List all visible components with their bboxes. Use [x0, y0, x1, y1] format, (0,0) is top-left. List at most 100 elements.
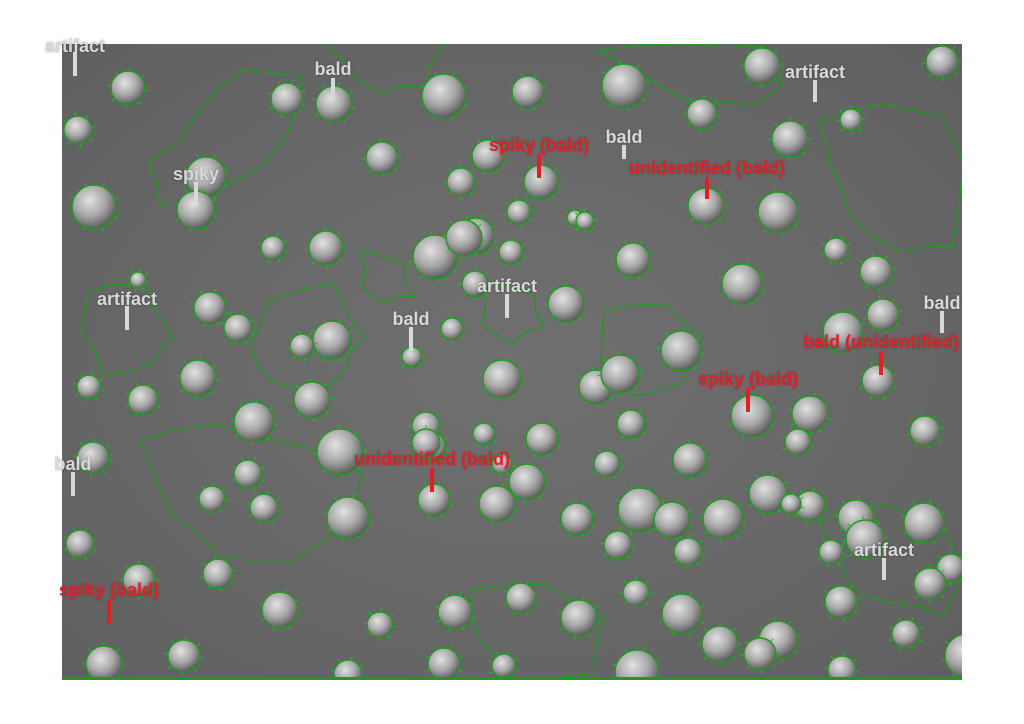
cell-outline-spike — [326, 528, 331, 532]
cell-outline-spike — [503, 159, 508, 162]
cell-outline-spike — [760, 289, 766, 292]
cell-body — [202, 558, 234, 590]
cell — [941, 630, 962, 679]
cell — [523, 420, 561, 458]
cell-body — [866, 298, 900, 332]
cell-outline-spike — [676, 498, 679, 503]
cell-outline-spike — [368, 522, 373, 525]
cell-outline-spike — [273, 627, 276, 632]
cell-outline-spike — [80, 373, 84, 378]
cell-outline-spike — [266, 490, 269, 495]
cell-body — [523, 164, 559, 200]
artifact-regions — [80, 44, 962, 680]
cell-body — [730, 394, 774, 438]
cell-outline-spike — [899, 617, 902, 622]
cell-outline-spike — [260, 467, 265, 470]
cell-outline-spike — [438, 458, 442, 463]
cell-body — [76, 374, 102, 400]
cell-outline-spike — [206, 586, 210, 590]
cell-outline-spike — [435, 412, 440, 417]
cell-outline-spike — [425, 669, 430, 672]
cell-outline-spike — [710, 125, 715, 130]
cell-outline-spike — [427, 515, 430, 520]
cell-outline-spike — [576, 227, 580, 232]
cell-outline-spike — [794, 222, 799, 226]
cell-outline-spike — [575, 225, 578, 230]
cell-outline-spike — [369, 611, 373, 616]
cell-outline-spike — [675, 472, 680, 477]
cell-outline-spike — [419, 274, 423, 279]
cell-outline-spike — [642, 431, 647, 435]
cell-outline-spike — [427, 460, 430, 465]
cell-outline-spike — [786, 513, 789, 518]
cell-outline-spike — [105, 445, 109, 449]
cell-outline-spike — [613, 251, 618, 254]
cell-outline-spike — [913, 443, 917, 447]
label-marker — [705, 177, 709, 199]
cell-outline-spike — [211, 363, 216, 368]
cell-outline-spike — [214, 555, 216, 560]
cell-outline-spike — [231, 478, 236, 481]
cell-outline-spike — [839, 109, 844, 114]
cell-outline-spike — [732, 628, 736, 632]
cell-outline-spike — [85, 114, 89, 119]
cell-outline-spike — [547, 453, 550, 458]
cell-body — [76, 441, 110, 475]
cell-body — [233, 459, 263, 489]
cell-outline-spike — [534, 420, 537, 425]
cell — [479, 356, 525, 402]
cell-outline-spike — [777, 509, 781, 514]
label-marker — [107, 599, 111, 623]
cell-outline-spike — [960, 556, 962, 559]
cell-outline-spike — [748, 503, 753, 507]
cell — [836, 105, 866, 135]
cell-outline-spike — [898, 646, 901, 651]
cell-body — [845, 519, 885, 559]
cell-outline-spike — [212, 195, 216, 200]
cell-outline-spike — [885, 330, 888, 335]
cell-outline-spike — [188, 228, 191, 233]
cell-outline-spike — [288, 336, 293, 340]
cell-outline-spike — [102, 470, 106, 474]
label-marker — [537, 154, 541, 178]
cell — [442, 216, 486, 260]
cell-outline-spike — [84, 182, 87, 187]
cell-outline-spike — [782, 447, 787, 451]
cell-outline-spike — [412, 452, 417, 457]
label-marker — [505, 294, 509, 318]
cell-outline-spike — [425, 655, 430, 659]
cell-outline-spike — [341, 538, 344, 543]
cell-outline-spike — [665, 331, 669, 336]
cell — [669, 439, 711, 481]
cell-outline-spike — [116, 648, 120, 652]
cell-outline-spike — [477, 511, 482, 515]
cell-outline-spike — [441, 513, 444, 518]
artifact-contour — [818, 503, 962, 617]
cell-outline-spike — [260, 479, 265, 482]
cell-outline-spike — [895, 323, 900, 327]
cell-outline-spike — [602, 358, 606, 362]
cell-outline-spike — [202, 562, 206, 566]
cell-outline-spike — [569, 500, 572, 505]
cell-outline-spike — [588, 633, 592, 637]
cell-outline-spike — [131, 269, 135, 274]
cell-outline-spike — [810, 445, 815, 448]
artifact-contour — [357, 250, 416, 304]
cell-outline-spike — [196, 154, 200, 159]
cell-body — [129, 271, 147, 289]
cell-body — [193, 291, 227, 325]
cell-outline-spike — [689, 524, 694, 527]
cell-outline-spike — [703, 531, 708, 535]
cell — [310, 318, 354, 362]
cell-outline-spike — [424, 482, 427, 487]
cell-body — [427, 647, 461, 680]
cell-body — [506, 199, 532, 225]
cell-outline-spike — [892, 373, 897, 376]
cell-outline-spike — [623, 601, 628, 606]
cell-body — [525, 422, 559, 456]
cell-outline-spike — [223, 298, 228, 301]
cell-body — [925, 45, 959, 79]
cell-outline-spike — [863, 317, 868, 320]
cell-outline-spike — [180, 388, 185, 393]
cell-outline-spike — [387, 634, 391, 639]
